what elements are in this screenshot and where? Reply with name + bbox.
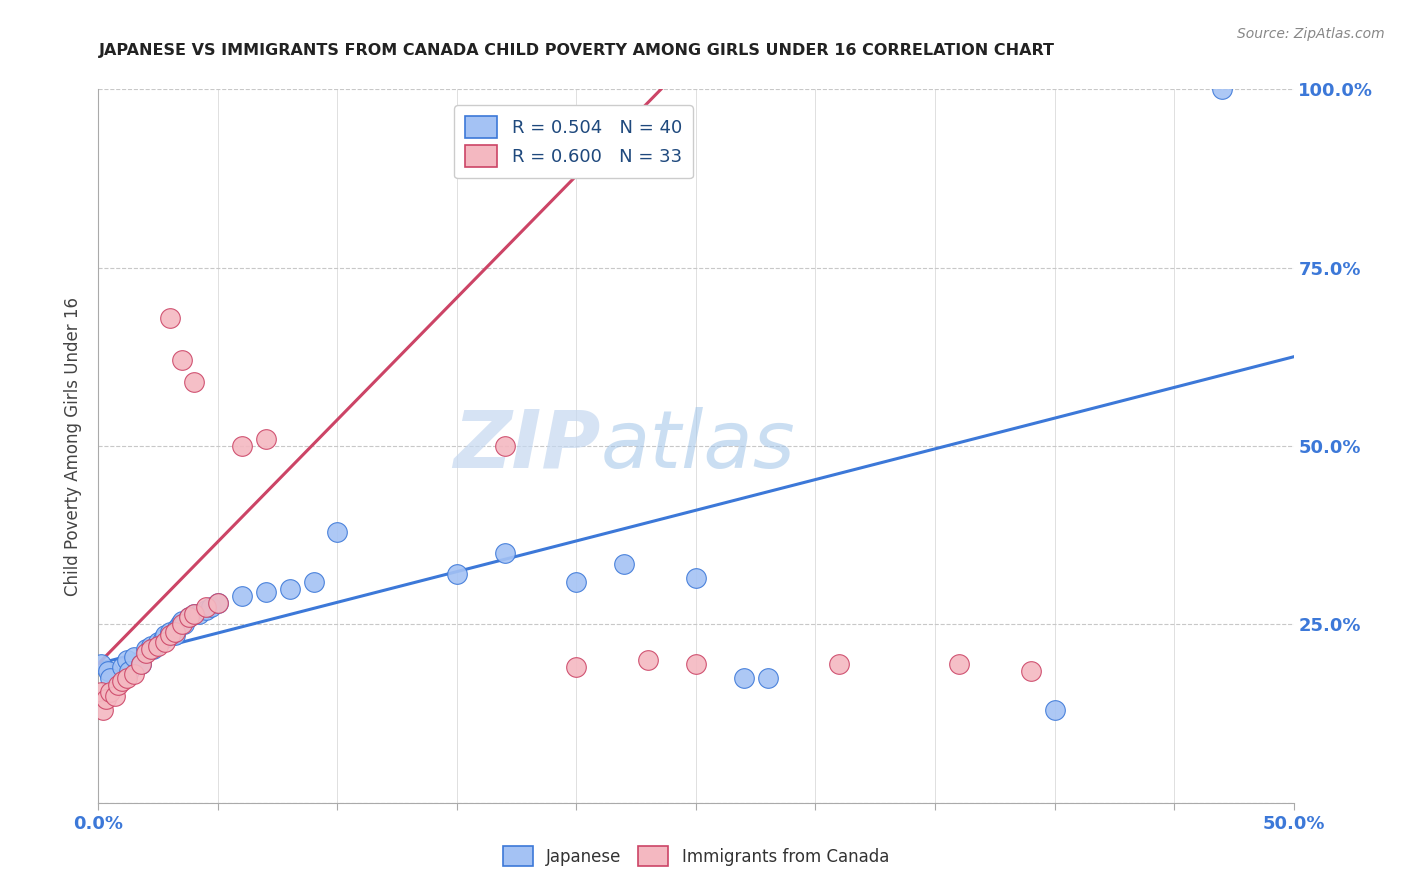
Point [446,567,468,582]
Point [326,524,349,539]
Point [163,624,186,639]
Point [756,671,779,685]
Point [172,617,194,632]
Point [172,353,194,368]
Point [179,610,201,624]
Point [183,607,205,621]
Point [733,671,755,685]
Point [187,607,209,621]
Point [90,657,112,671]
Text: ZIP: ZIP [453,407,600,485]
Point [142,642,165,657]
Point [1019,664,1042,678]
Point [90,685,112,699]
Point [155,628,177,642]
Point [207,596,229,610]
Point [494,439,516,453]
Point [173,617,195,632]
Point [159,628,181,642]
Point [565,660,588,674]
Point [94,692,117,706]
Point [98,671,122,685]
Point [172,614,194,628]
Point [685,657,707,671]
Point [131,657,153,671]
Point [231,439,253,453]
Point [104,689,127,703]
Point [948,657,970,671]
Point [135,642,157,657]
Point [169,617,191,632]
Point [124,667,146,681]
Point [159,310,181,325]
Text: atlas: atlas [600,407,796,485]
Point [98,685,122,699]
Point [124,649,146,664]
Point [194,599,218,614]
Point [107,678,129,692]
Point [613,557,636,571]
Point [115,671,138,685]
Text: Source: ZipAtlas.com: Source: ZipAtlas.com [1237,27,1385,41]
Point [254,585,277,599]
Point [139,642,162,657]
Point [91,703,114,717]
Text: JAPANESE VS IMMIGRANTS FROM CANADA CHILD POVERTY AMONG GIRLS UNDER 16 CORRELATIO: JAPANESE VS IMMIGRANTS FROM CANADA CHILD… [98,43,1054,58]
Point [148,639,170,653]
Point [207,596,229,610]
Point [115,653,138,667]
Point [118,664,141,678]
Point [302,574,325,589]
Point [155,635,177,649]
Point [139,639,162,653]
Point [200,599,222,614]
Point [194,603,218,617]
Point [231,589,253,603]
Point [1043,703,1066,717]
Point [111,674,134,689]
Point [131,657,153,671]
Point [163,628,186,642]
Point [637,653,659,667]
Point [254,432,277,446]
Point [179,610,201,624]
Point [565,574,588,589]
Point [183,375,205,389]
Point [148,635,170,649]
Point [1211,82,1233,96]
Y-axis label: Child Poverty Among Girls Under 16: Child Poverty Among Girls Under 16 [65,296,83,596]
Point [135,646,157,660]
Point [494,546,516,560]
Point [111,660,134,674]
Point [97,664,120,678]
Legend: Japanese, Immigrants from Canada: Japanese, Immigrants from Canada [496,839,896,873]
Point [828,657,851,671]
Point [166,621,188,635]
Point [278,582,301,596]
Point [159,624,181,639]
Point [183,607,205,621]
Point [152,632,174,646]
Point [685,571,707,585]
